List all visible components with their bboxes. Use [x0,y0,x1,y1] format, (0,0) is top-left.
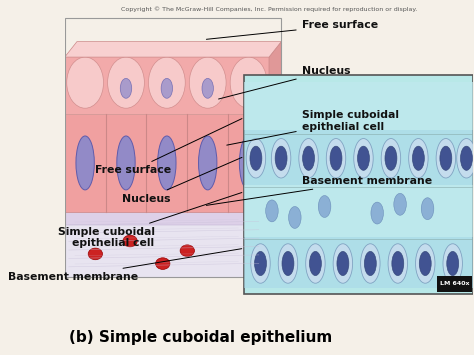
Ellipse shape [289,207,301,228]
Bar [245,75,474,294]
Text: Nucleus: Nucleus [122,157,242,204]
Ellipse shape [326,138,346,178]
Ellipse shape [412,146,424,170]
Text: Free surface: Free surface [206,21,378,39]
Ellipse shape [419,251,431,275]
Ellipse shape [457,138,474,178]
Ellipse shape [155,258,170,269]
Ellipse shape [299,138,318,178]
Ellipse shape [239,136,258,190]
Ellipse shape [250,146,262,170]
Bar [64,212,269,225]
Ellipse shape [337,251,349,275]
Text: Simple cuboidal
epithelial cell: Simple cuboidal epithelial cell [227,110,399,145]
Ellipse shape [440,146,452,170]
Ellipse shape [117,136,135,190]
Ellipse shape [67,57,103,108]
Bar [437,275,472,292]
Ellipse shape [385,146,397,170]
Text: Basement membrane: Basement membrane [206,176,432,206]
Ellipse shape [394,193,406,215]
Text: (b) Simple cuboidal epithelium: (b) Simple cuboidal epithelium [69,331,332,345]
Ellipse shape [461,146,473,170]
Ellipse shape [381,138,401,178]
Ellipse shape [255,251,266,275]
Polygon shape [269,42,281,212]
Bar [245,82,474,130]
Polygon shape [64,42,281,57]
Ellipse shape [357,146,369,170]
Ellipse shape [361,244,380,283]
Ellipse shape [371,202,383,224]
Ellipse shape [318,196,331,218]
Ellipse shape [76,136,94,190]
Ellipse shape [282,251,294,275]
Bar [64,57,269,114]
Ellipse shape [409,138,428,178]
Ellipse shape [302,146,315,170]
Ellipse shape [416,244,435,283]
Text: Copyright © The McGraw-Hill Companies, Inc. Permission required for reproduction: Copyright © The McGraw-Hill Companies, I… [121,6,417,12]
Ellipse shape [447,251,459,275]
Ellipse shape [180,245,194,257]
Ellipse shape [388,244,408,283]
Bar [64,18,281,277]
Text: Nucleus: Nucleus [219,66,350,99]
Ellipse shape [230,57,267,108]
Text: LM 640x: LM 640x [440,281,469,286]
Ellipse shape [161,78,173,98]
Bar [64,114,269,212]
Bar [245,185,474,237]
Text: Basement membrane: Basement membrane [8,248,242,282]
Ellipse shape [354,138,373,178]
Ellipse shape [421,198,434,220]
Polygon shape [269,196,281,238]
Ellipse shape [148,57,185,108]
Ellipse shape [120,78,132,98]
Ellipse shape [108,57,145,108]
Ellipse shape [199,136,217,190]
Ellipse shape [158,136,176,190]
Ellipse shape [278,244,298,283]
Ellipse shape [392,251,404,275]
Bar [64,212,269,277]
Ellipse shape [265,200,278,222]
Ellipse shape [251,244,270,283]
Ellipse shape [189,57,226,108]
Ellipse shape [443,244,463,283]
Ellipse shape [310,251,321,275]
Ellipse shape [436,138,456,178]
Ellipse shape [275,146,287,170]
Bar [245,130,474,185]
Ellipse shape [306,244,325,283]
Ellipse shape [202,78,213,98]
Ellipse shape [272,138,291,178]
Ellipse shape [333,244,353,283]
Ellipse shape [365,251,376,275]
Ellipse shape [123,235,137,247]
Text: Free surface: Free surface [95,119,242,175]
Ellipse shape [330,146,342,170]
Bar [245,237,474,288]
Text: Simple cuboidal
epithelial cell: Simple cuboidal epithelial cell [57,192,242,248]
Ellipse shape [246,138,265,178]
Ellipse shape [88,248,102,260]
